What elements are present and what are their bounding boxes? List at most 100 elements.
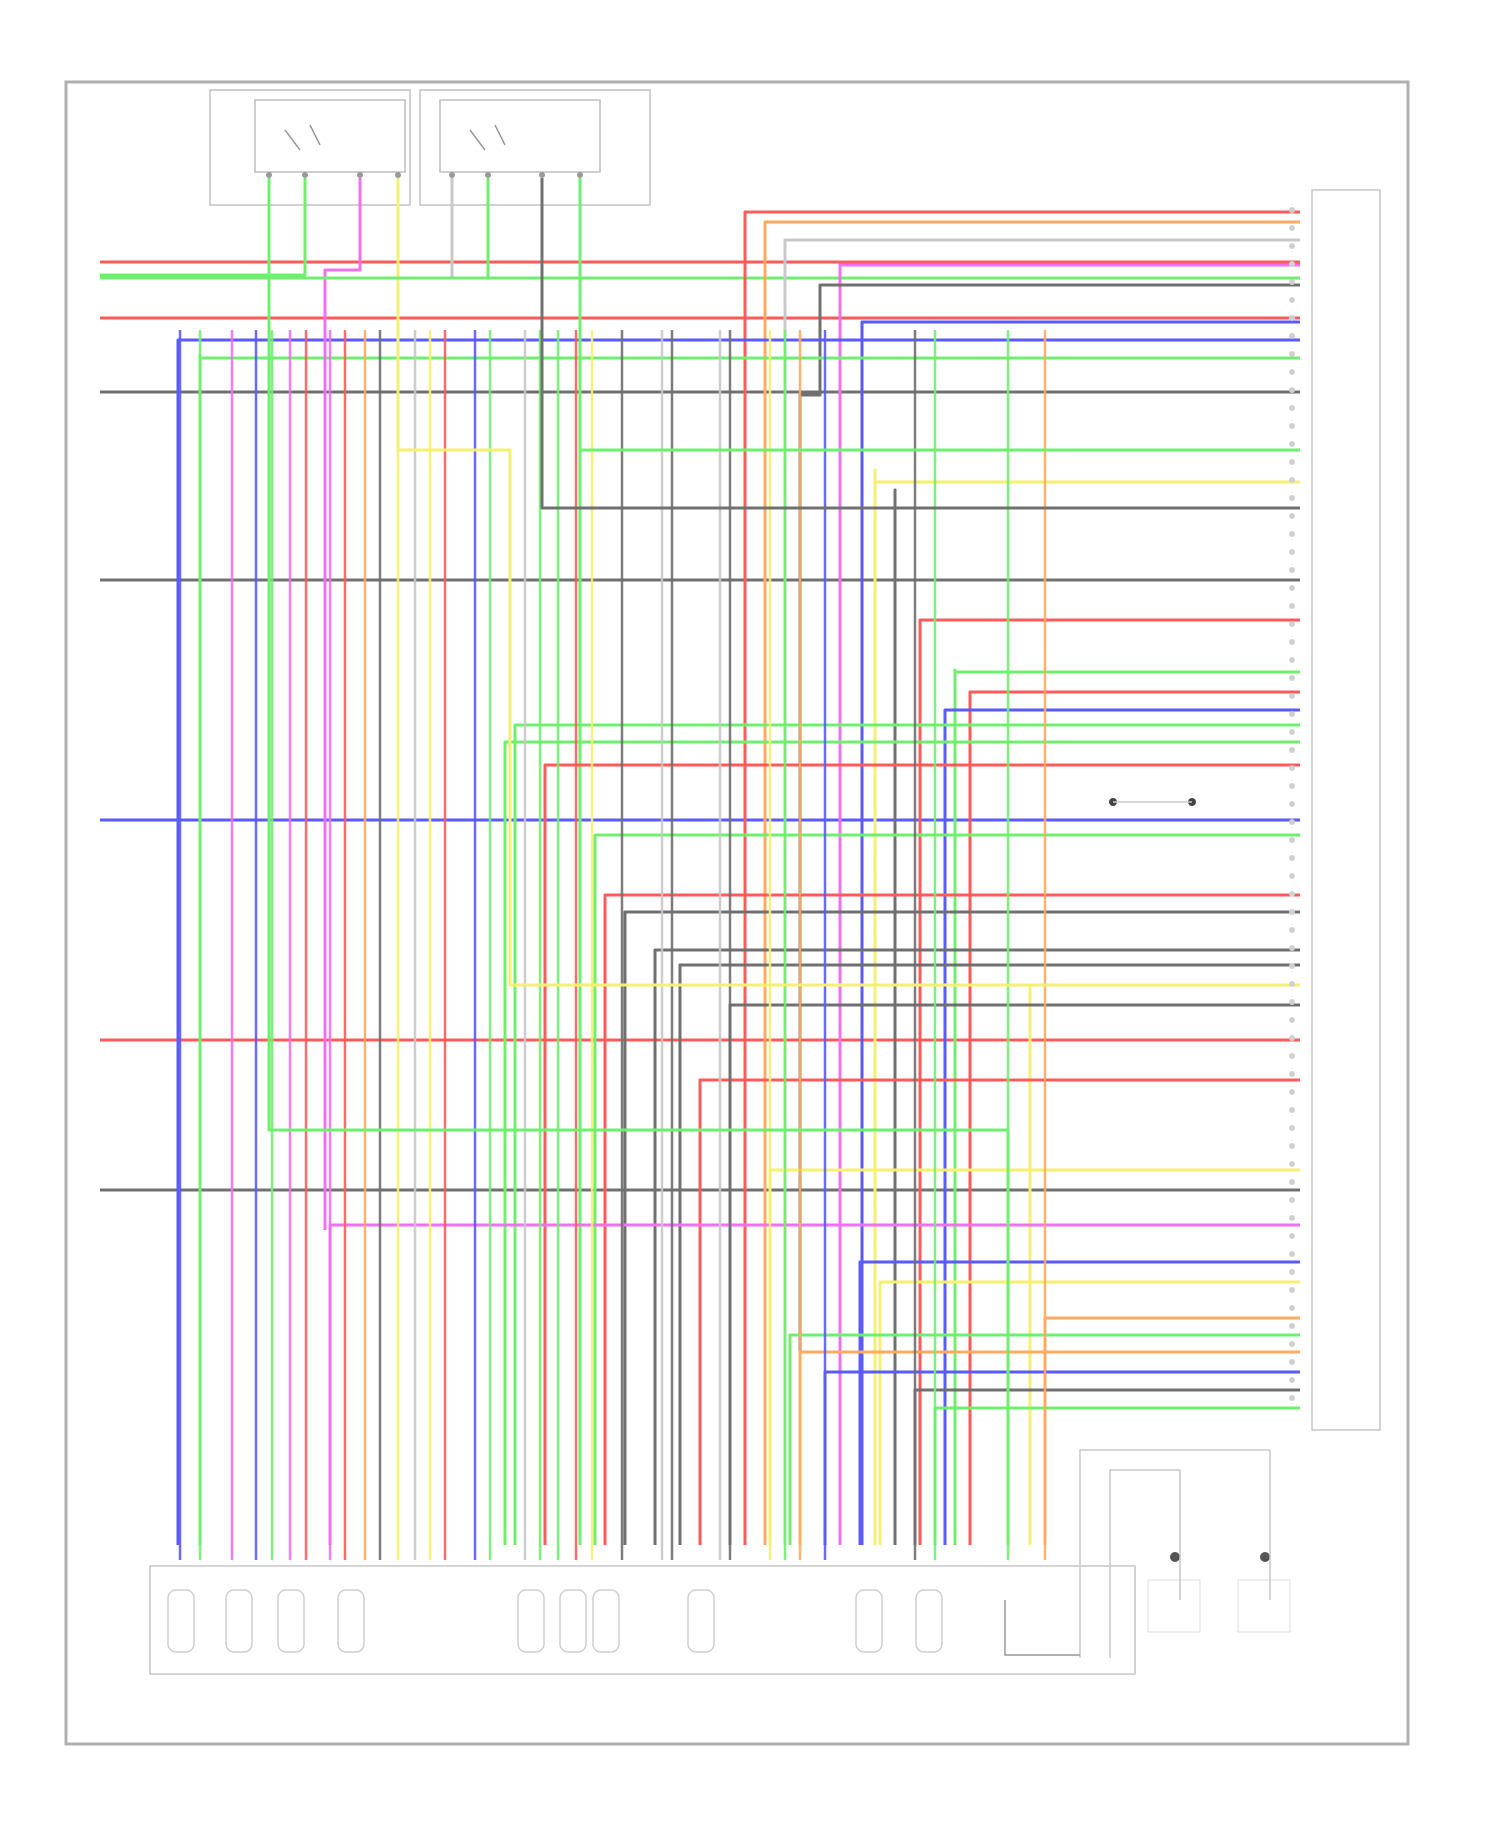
bottom-module (149, 1565, 1136, 1675)
connector-pin (1289, 1233, 1295, 1239)
connector-pin (1289, 603, 1295, 609)
connector-pin (1289, 783, 1295, 789)
connector-pin (1289, 405, 1295, 411)
connector-pin (1289, 423, 1295, 429)
wire-run (788, 1333, 1300, 1545)
connector-pin (1289, 693, 1295, 699)
connector-pin (1289, 387, 1295, 393)
connector-pin (1289, 711, 1295, 717)
switch-right (419, 89, 651, 206)
connector-pin (1289, 1161, 1295, 1167)
wire-run (603, 893, 1300, 1545)
connector-pin (1289, 747, 1295, 753)
wire-switch-feed (540, 178, 1300, 510)
connector-pin (1289, 1071, 1295, 1077)
wire-run (593, 833, 1300, 1545)
wire-run (878, 1280, 1300, 1545)
module-pin (167, 1589, 195, 1653)
connector-pin (1289, 1395, 1295, 1401)
connector-pin (1289, 801, 1295, 807)
connector-pin (1289, 279, 1295, 285)
wire-switch-feed (100, 178, 271, 264)
connector-pin (1289, 531, 1295, 537)
wire-run (578, 448, 1300, 1545)
sensor-a (1147, 1552, 1201, 1633)
connector-pin (1289, 243, 1295, 249)
switch-left (209, 89, 411, 206)
wire-run (953, 668, 1300, 1545)
connector-pin (1289, 441, 1295, 447)
pin-layer (167, 207, 1295, 1653)
connector-pin (1289, 549, 1295, 555)
module-pin (855, 1589, 883, 1653)
wire-switch-feed (578, 178, 1300, 452)
module-pin (225, 1589, 253, 1653)
connector-pin (1289, 495, 1295, 501)
wire-run (743, 210, 1300, 1545)
connector-pin (1289, 333, 1295, 339)
wire-run (698, 1078, 1300, 1545)
connector-pin (1289, 765, 1295, 771)
wire-run (623, 910, 1300, 1545)
module-pin (337, 1589, 365, 1653)
connector-pin (1289, 675, 1295, 681)
wire-switch-feed (323, 178, 362, 1230)
connector-pin (1289, 261, 1295, 267)
connector-pin (1289, 999, 1295, 1005)
connector-pin (1289, 477, 1295, 483)
connector-pin (1289, 1323, 1295, 1329)
connector-pin (1289, 225, 1295, 231)
connector-pin (1289, 1251, 1295, 1257)
sensor-feed (1079, 1449, 1271, 1658)
connector-pin (1289, 1287, 1295, 1293)
module-pin (687, 1589, 715, 1653)
connector-pin (1289, 369, 1295, 375)
wire-run (943, 708, 1300, 1545)
wire-run (503, 740, 1300, 1545)
connector-pin (1289, 351, 1295, 357)
connector-pin (1289, 1377, 1295, 1383)
connector-pin (1289, 819, 1295, 825)
wire-run (653, 948, 1300, 1545)
sensor-b (1237, 1552, 1291, 1633)
connector-pin (1289, 837, 1295, 843)
wire-run (728, 1003, 1300, 1545)
module-pin (915, 1589, 943, 1653)
connector-pin (1289, 1143, 1295, 1149)
connector-pin (1289, 621, 1295, 627)
connector-pin (1289, 1215, 1295, 1221)
connector-pin (1289, 1053, 1295, 1059)
connector-pin (1289, 873, 1295, 879)
connector-pin (1289, 207, 1295, 213)
connector-pin (1289, 315, 1295, 321)
connector-pin (1289, 729, 1295, 735)
module-pin (277, 1589, 305, 1653)
connector-pin (1289, 1017, 1295, 1023)
connector-pin (1289, 981, 1295, 987)
wire-run (968, 690, 1300, 1545)
connector-pin (1289, 1305, 1295, 1311)
wire-run (858, 1260, 1300, 1545)
wire-layer (100, 178, 1300, 1560)
connector-pin (1289, 1125, 1295, 1131)
connector-pin (1289, 1179, 1295, 1185)
diagram-frame (64, 80, 1410, 1746)
module-pin (559, 1589, 587, 1653)
connector-pin (1289, 891, 1295, 897)
wire-switch-feed (100, 178, 490, 280)
wire-switch-feed (100, 178, 307, 277)
wire-switch-feed (267, 178, 1010, 1545)
connector-pin (1289, 1089, 1295, 1095)
wire-run (543, 763, 1300, 1545)
wire-run (918, 618, 1300, 1545)
wire-run (860, 320, 1300, 1545)
connector-pin (1289, 459, 1295, 465)
wire-switch-feed (396, 178, 1300, 987)
connector-pin (1289, 963, 1295, 969)
wire-run (176, 338, 1300, 1545)
connector-pin (1289, 855, 1295, 861)
wire-run (838, 263, 1300, 1545)
right-connector (1311, 189, 1381, 1431)
wire-run (763, 220, 1300, 1545)
